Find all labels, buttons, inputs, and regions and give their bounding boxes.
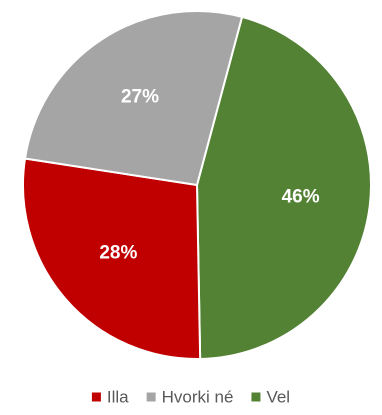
data-label-vel: 46% bbox=[282, 187, 320, 208]
legend-swatch-hvorki-ne bbox=[146, 392, 156, 402]
data-label-illa: 28% bbox=[99, 243, 137, 264]
legend-label-illa: Illa bbox=[107, 387, 129, 406]
legend-item-vel: Vel bbox=[251, 387, 290, 406]
legend-label-vel: Vel bbox=[266, 387, 290, 406]
pie-data-labels: 46% 28% 27% bbox=[99, 87, 319, 264]
legend-swatch-illa bbox=[91, 392, 101, 402]
data-label-hvorki-ne: 27% bbox=[121, 87, 159, 108]
pie-slice-hvorki-ne bbox=[23, 10, 244, 187]
pie-slice-illa bbox=[22, 157, 202, 360]
pie-slices bbox=[22, 10, 372, 360]
legend: Illa Hvorki né Vel bbox=[91, 387, 290, 406]
legend-item-hvorki-ne: Hvorki né bbox=[146, 387, 234, 406]
pie-slice-vel bbox=[195, 15, 372, 360]
legend-label-hvorki-ne: Hvorki né bbox=[162, 387, 234, 406]
legend-swatch-vel bbox=[251, 392, 261, 402]
legend-item-illa: Illa bbox=[91, 387, 129, 406]
